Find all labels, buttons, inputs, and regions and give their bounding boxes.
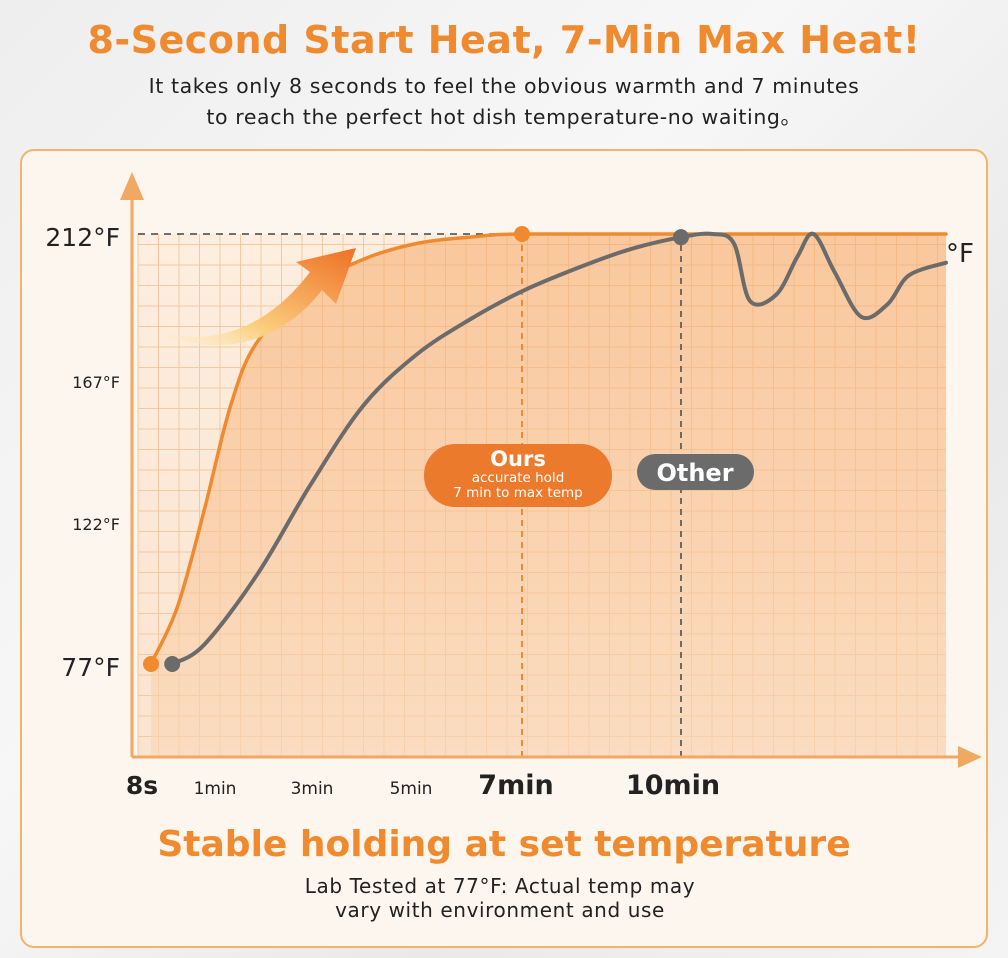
subtitle-line-2: to reach the perfect hot dish temperatur…: [206, 105, 802, 129]
y-tick-label: 122°F: [72, 515, 120, 534]
footer-note-line-1: Lab Tested at 77°F: Actual temp may: [304, 874, 696, 898]
ours-marker: [514, 226, 530, 242]
ours-badge: [424, 444, 612, 507]
page-title: 8-Second Start Heat, 7-Min Max Heat!: [87, 18, 921, 62]
other-badge-title: Other: [656, 459, 733, 487]
other-marker: [164, 656, 181, 672]
other-marker: [673, 229, 689, 246]
footer-title: Stable holding at set temperature: [157, 824, 851, 865]
x-tick-label: 3min: [291, 779, 334, 799]
heat-swoosh-arrow-icon: [152, 248, 356, 346]
x-tick-label: 10min: [626, 770, 720, 801]
ours-badge-title: Ours: [490, 447, 546, 471]
y-tick-label: 77°F: [61, 653, 120, 682]
other-badge: [637, 454, 754, 490]
x-tick-label: 7min: [478, 770, 553, 801]
ours-badge-line: accurate hold: [472, 470, 565, 486]
ours-badge-line: 7 min to max temp: [453, 485, 583, 501]
subtitle-line-1: It takes only 8 seconds to feel the obvi…: [148, 74, 860, 98]
x-axis-arrow-icon: [958, 746, 982, 768]
y-tick-label: 167°F: [72, 373, 120, 392]
y-tick-label: 212°F: [45, 223, 120, 252]
x-tick-label: 5min: [390, 779, 433, 799]
y-unit-label: °F: [946, 239, 974, 269]
x-tick-label: 1min: [194, 779, 237, 799]
x-tick-label: 8s: [126, 771, 158, 800]
ours-marker: [143, 656, 159, 672]
footer-note-line-2: vary with environment and use: [335, 898, 665, 922]
y-axis-arrow-icon: [120, 172, 144, 200]
ours-series-line: [149, 232, 948, 666]
